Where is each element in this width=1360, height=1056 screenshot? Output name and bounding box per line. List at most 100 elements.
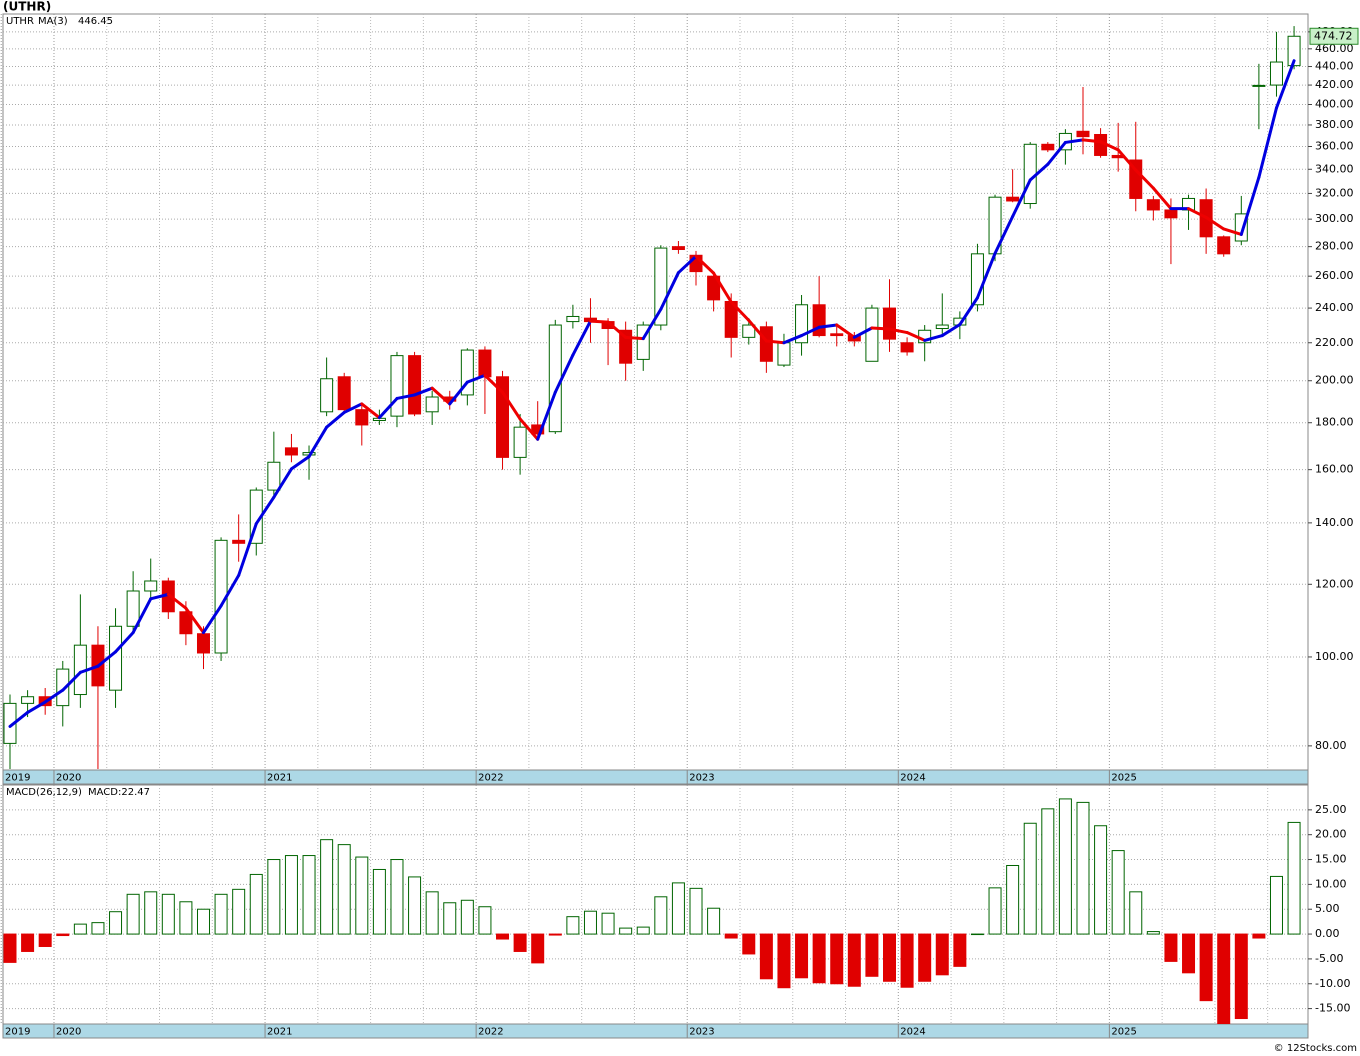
candle-body [1269,61,1283,86]
ma-line [395,393,417,400]
y-tick-label: -5.00 [1315,952,1343,965]
candle-body [777,342,791,366]
x-tick-label: 2020 [56,773,81,784]
ma-line [641,307,663,341]
y-tick-label: 400.00 [1315,98,1354,111]
ma-line [307,425,329,459]
bar [1146,931,1160,935]
bar [865,933,879,977]
ma-line [712,271,733,304]
bar [847,933,861,987]
bar [3,933,17,963]
y-tick-label: 80.00 [1315,739,1347,752]
bar [1234,933,1248,1020]
ma-line [1116,148,1138,172]
candle-body [425,396,439,413]
panel-title: MACD(26,12,9) [6,787,82,798]
ma-line [43,688,65,704]
y-tick-label: 420.00 [1315,78,1354,91]
bar [883,933,896,982]
bar [372,868,386,935]
ma-line [694,254,716,275]
y-tick-label: 5.00 [1315,902,1340,915]
candle-body [1076,130,1090,138]
bar [1058,798,1072,935]
bar [496,933,510,940]
bar [232,888,246,935]
bar [671,882,685,935]
y-tick-label: 160.00 [1315,463,1354,476]
bar [91,922,105,935]
candle-body [56,668,70,707]
ma-line [61,670,82,692]
ma-line [1063,138,1085,144]
bar [390,859,404,935]
y-tick-label: 200.00 [1315,374,1354,387]
bar [583,910,597,935]
ma-line [870,326,891,331]
bar [636,926,650,935]
bar [1111,850,1125,935]
bar [478,906,492,935]
candle-body [865,307,879,362]
last-price-box [1309,27,1359,45]
ma-line [342,402,364,414]
ma-line [377,396,399,420]
candle-body [548,324,562,433]
legend-value: MACD:22.47 [88,787,150,798]
candle-body [812,304,826,337]
bar [566,916,580,935]
ma-line [588,319,610,324]
y-tick-label: 180.00 [1315,416,1354,429]
ma-line [800,325,821,338]
candle-body [126,590,140,627]
bar [1076,801,1090,935]
y-tick-label: 100.00 [1315,650,1354,663]
bar [443,902,457,935]
bar [1217,933,1231,1025]
ma-line [852,326,874,339]
ma-line [606,320,628,339]
ma-line [26,700,47,714]
ma-line [430,386,452,406]
candle-body [1006,196,1020,202]
bar [320,839,334,935]
candle-body [883,307,896,340]
bar [830,933,844,985]
ma-line [219,573,241,608]
y-tick-label: 260.00 [1315,269,1354,282]
bar [970,933,984,936]
bar [689,887,703,935]
candle-body [531,424,545,435]
x-tick-label: 2023 [689,1027,714,1038]
ma-line [272,467,293,499]
candle-body [513,426,527,458]
bar [795,933,809,979]
x-tick-label: 2020 [56,1027,81,1038]
bar [513,933,527,952]
ma-line [1151,186,1173,211]
candle-body [759,326,773,362]
bar [1269,875,1283,935]
ma-line [835,323,856,339]
ma-line [1222,227,1243,236]
last-price-label: 474.72 [1314,29,1353,42]
bar [531,933,545,964]
candle-body [320,378,334,413]
ma-line [1187,207,1208,219]
candle-body [390,355,404,417]
ma-line [1239,175,1261,236]
y-tick-label: 240.00 [1315,301,1354,314]
bar [196,908,210,935]
candle-body [900,342,914,353]
bar [302,855,316,935]
ma-line [254,495,276,526]
bar [918,933,932,982]
ma-line [905,331,927,342]
candle-body [1217,236,1231,255]
x-tick-label: 2024 [900,1027,925,1038]
ma-line [413,386,434,397]
candle-body [1164,209,1178,219]
x-tick-label: 2025 [1111,1027,1136,1038]
